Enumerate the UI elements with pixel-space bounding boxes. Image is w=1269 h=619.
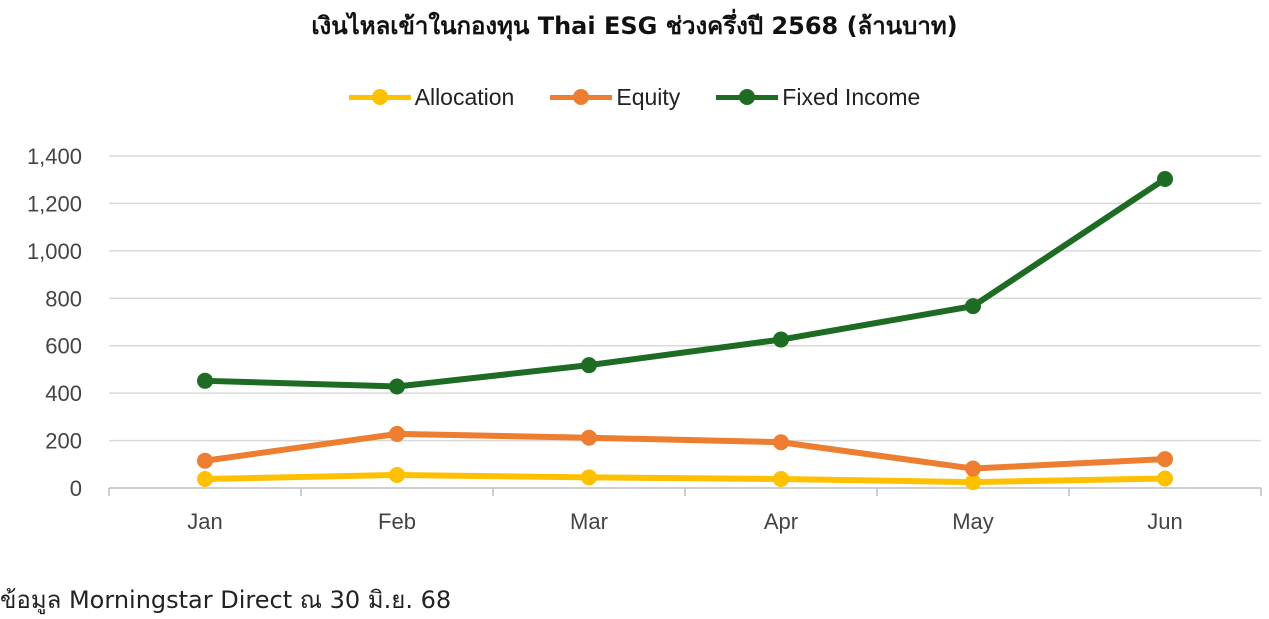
data-point-equity (197, 452, 213, 469)
y-tick-label: 1,200 (27, 191, 82, 216)
data-point-allocation (1157, 470, 1173, 487)
legend-item-allocation: Allocation (348, 83, 515, 111)
legend-label-allocation: Allocation (414, 83, 515, 110)
data-point-allocation (581, 469, 597, 486)
legend-swatch-equity (550, 87, 613, 107)
data-point-equity (389, 425, 405, 442)
x-tick-label: Jan (187, 509, 222, 534)
data-point-equity (1157, 451, 1173, 468)
source-note: ข้อมูล Morningstar Direct ณ 30 มิ.ย. 68 (0, 586, 452, 614)
y-tick-label: 1,000 (27, 239, 82, 264)
data-point-fixed-income (581, 357, 597, 374)
x-tick-label: Jun (1147, 509, 1182, 534)
y-tick-label: 800 (45, 286, 82, 311)
legend-swatch-fixed-income (716, 87, 779, 107)
data-point-fixed-income (389, 378, 405, 395)
y-tick-label: 400 (45, 381, 82, 406)
data-point-equity (773, 434, 789, 451)
x-tick-label: Mar (570, 509, 608, 534)
data-point-fixed-income (965, 298, 981, 315)
data-point-fixed-income (773, 331, 789, 348)
data-point-allocation (773, 470, 789, 487)
legend-label-equity: Equity (616, 83, 681, 110)
legend-swatch-allocation (348, 87, 411, 107)
data-point-fixed-income (1157, 171, 1173, 188)
data-point-allocation (965, 474, 981, 491)
x-tick-label: Apr (764, 509, 798, 534)
x-tick-label: May (952, 509, 994, 534)
data-point-equity (965, 460, 981, 477)
y-tick-label: 200 (45, 429, 82, 454)
series-line-allocation (202, 471, 1168, 486)
y-tick-label: 1,400 (27, 144, 82, 169)
series-line-fixed-income (202, 176, 1168, 390)
legend-label-fixed-income: Fixed Income (782, 83, 921, 110)
chart-legend: Allocation Equity Fixed Income (0, 82, 1269, 112)
data-point-equity (581, 429, 597, 446)
data-point-allocation (389, 466, 405, 483)
chart-title: เงินไหลเข้าในกองทุน Thai ESG ช่วงครึ่งปี… (311, 12, 958, 40)
legend-item-equity: Equity (550, 84, 680, 111)
data-point-allocation (197, 470, 213, 487)
y-tick-label: 0 (70, 476, 82, 501)
y-tick-label: 600 (45, 334, 82, 359)
data-point-fixed-income (197, 372, 213, 389)
x-tick-label: Feb (378, 509, 416, 534)
legend-item-fixed-income: Fixed Income (716, 84, 920, 111)
series-line-equity (202, 430, 1168, 472)
